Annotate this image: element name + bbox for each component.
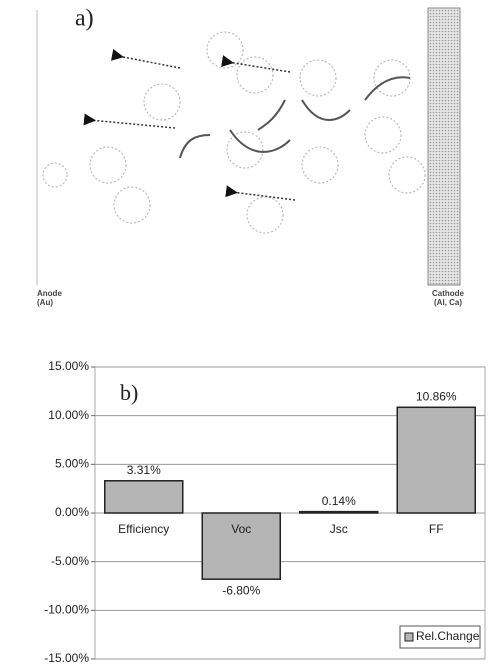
y-tick-label: 15.00% <box>48 359 89 373</box>
annotation: b) <box>120 380 138 405</box>
y-tick-label: -15.00% <box>44 651 89 665</box>
y-tick-label: 5.00% <box>55 457 89 471</box>
value-label: -6.80% <box>222 583 260 597</box>
figure: a) Anode (Au) Cathode (Al, Ca) -15.0 <box>0 0 489 665</box>
bar <box>397 407 475 513</box>
y-tick-label: 0.00% <box>55 505 89 519</box>
legend-label: Rel.Change <box>416 629 480 643</box>
y-tick-label: -10.00% <box>44 603 89 617</box>
cathode-label: Cathode <box>432 289 465 298</box>
bar <box>300 512 378 513</box>
panel-label: a) <box>75 6 94 32</box>
y-tick-label: 10.00% <box>48 408 89 422</box>
bar-chart: -15.00% -10.00% -5.00% 0.00% 5.00% 10.00% 15.0… <box>44 359 485 665</box>
y-tick-label: -5.00% <box>51 554 89 568</box>
arrows <box>90 56 410 200</box>
x-tick-label: Efficiency <box>118 522 169 536</box>
legend-swatch <box>405 633 413 641</box>
bar <box>105 481 183 513</box>
cathode-label: (Al, Ca) <box>434 298 462 307</box>
anode-label: Anode <box>37 289 62 298</box>
x-tick-label: FF <box>429 522 444 536</box>
x-tick-label: Voc <box>231 522 251 536</box>
anode-label: (Au) <box>37 298 53 307</box>
value-label: 3.31% <box>127 463 161 477</box>
cathode <box>428 8 460 285</box>
x-tick-label: Jsc <box>330 522 348 536</box>
molecules <box>43 32 425 233</box>
value-label: 10.86% <box>416 389 457 403</box>
value-label: 0.14% <box>322 494 356 508</box>
device-diagram: a) Anode (Au) Cathode (Al, Ca) <box>37 6 465 308</box>
